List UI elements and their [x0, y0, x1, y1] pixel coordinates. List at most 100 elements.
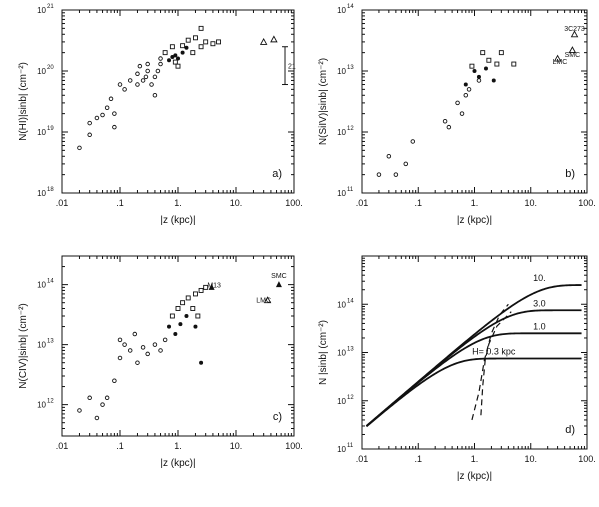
data-point — [553, 54, 562, 62]
annotation: LMC — [256, 298, 271, 305]
x-tick-label: 10. — [230, 198, 243, 208]
y-tick-label: 10 — [337, 445, 346, 454]
data-point — [112, 378, 117, 384]
data-point — [193, 35, 198, 41]
data-point — [145, 61, 150, 67]
data-point — [476, 78, 482, 83]
data-point — [195, 313, 201, 319]
data-point — [442, 119, 448, 124]
y-tick-label: 10 — [337, 189, 346, 198]
data-point — [100, 112, 105, 118]
curve-label: 10. — [533, 273, 546, 283]
model-curve — [365, 309, 582, 427]
data-point — [386, 154, 392, 159]
data-point — [483, 66, 488, 71]
x-tick-label: .1 — [116, 441, 124, 451]
data-point — [208, 283, 215, 290]
data-point — [494, 61, 500, 67]
x-tick-label: .1 — [414, 454, 422, 464]
error-bar-label: 21 — [288, 64, 296, 71]
data-point — [117, 355, 123, 361]
annotation: 3C273 — [564, 26, 585, 33]
curve-label: H= 0.3 kpc — [472, 347, 516, 357]
data-point — [472, 69, 477, 73]
data-point — [259, 37, 268, 45]
y-axis-label: N(CIV)|sinb| (cm⁻²) — [18, 303, 29, 388]
y-tick-exponent: 20 — [47, 65, 54, 71]
data-point — [143, 74, 149, 80]
data-point — [203, 39, 209, 45]
data-point — [112, 111, 117, 116]
data-point — [158, 56, 163, 61]
y-tick-label: 10 — [337, 128, 346, 137]
y-tick-exponent: 13 — [347, 65, 354, 71]
y-tick-label: 10 — [37, 6, 46, 15]
dashed-curve — [471, 303, 509, 421]
data-point — [140, 78, 146, 83]
data-point — [87, 120, 92, 126]
data-point — [169, 313, 175, 319]
data-point — [108, 96, 114, 102]
data-point — [104, 105, 110, 110]
data-point — [275, 281, 282, 288]
x-tick-label: 100. — [578, 198, 596, 208]
annotation: SMC — [565, 52, 581, 59]
panel-label: b) — [565, 168, 575, 180]
y-axis-label: N(HI)|sinb| (cm⁻²) — [18, 62, 29, 141]
data-point — [376, 172, 382, 177]
y-tick-label: 10 — [337, 300, 346, 309]
data-point — [466, 87, 472, 92]
data-point — [135, 360, 140, 365]
x-tick-label: 100. — [285, 198, 303, 208]
panel-label: d) — [565, 424, 575, 436]
x-tick-label: 10. — [524, 454, 537, 464]
data-point — [122, 342, 127, 347]
data-point — [173, 332, 178, 337]
data-point — [158, 348, 163, 353]
data-point — [87, 395, 92, 401]
data-point — [480, 50, 486, 56]
data-point — [198, 287, 204, 293]
dashed-curve — [480, 311, 512, 416]
data-point — [152, 342, 158, 347]
curve-label: 1.0 — [533, 321, 546, 331]
y-axis-label: N |sinb| (cm⁻²) — [318, 320, 329, 385]
y-tick-label: 10 — [337, 397, 346, 406]
x-tick-label: 1. — [174, 441, 182, 451]
y-tick-exponent: 12 — [47, 399, 54, 405]
data-point — [155, 68, 161, 74]
data-point — [135, 71, 140, 77]
data-point — [198, 44, 204, 50]
data-point — [180, 43, 186, 49]
data-point — [190, 50, 196, 56]
y-tick-label: 10 — [37, 341, 46, 350]
x-axis-label: |z (kpc)| — [160, 458, 195, 469]
y-tick-exponent: 12 — [347, 126, 354, 132]
x-tick-label: 10. — [230, 441, 243, 451]
data-point — [199, 360, 204, 365]
plot-frame — [61, 9, 295, 194]
data-point — [180, 50, 185, 55]
curve-label: 3.0 — [533, 298, 546, 308]
data-point — [570, 30, 579, 38]
data-point — [167, 324, 172, 329]
data-point — [137, 63, 143, 69]
data-point — [263, 296, 272, 304]
data-point — [463, 82, 468, 87]
annotation: LMC — [553, 59, 568, 66]
data-point — [203, 284, 209, 290]
x-axis-label: |z (kpc)| — [457, 215, 492, 226]
data-point — [112, 124, 117, 130]
y-tick-label: 10 — [37, 128, 46, 137]
data-point — [568, 46, 577, 54]
data-point — [393, 172, 399, 177]
y-tick-label: 10 — [337, 6, 346, 15]
data-point — [127, 78, 133, 83]
data-point — [178, 322, 183, 327]
data-point — [94, 115, 100, 121]
y-tick-label: 10 — [337, 349, 346, 358]
x-tick-label: .01 — [56, 441, 69, 451]
data-point — [162, 337, 168, 343]
